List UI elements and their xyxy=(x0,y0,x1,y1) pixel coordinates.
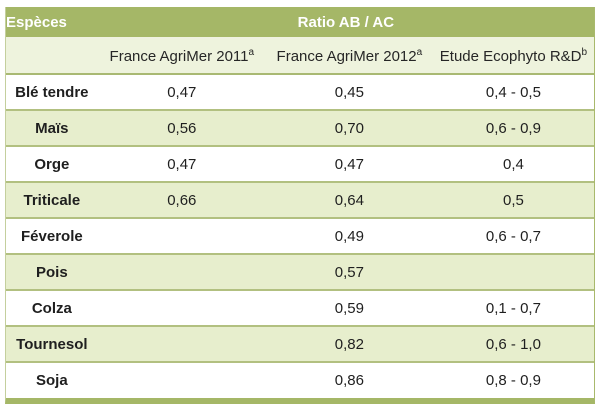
column-header-agrimer-2012: France AgriMer 2012a xyxy=(266,38,433,74)
table-header-row: Espèces Ratio AB / AC xyxy=(6,7,594,38)
value-cell-ecophyto: 0,1 - 0,7 xyxy=(485,299,541,317)
value-cell-ecophyto xyxy=(433,254,594,290)
value-cell-2012: 0,82 xyxy=(334,335,364,353)
value-cell-ecophyto: 0,5 xyxy=(503,191,524,209)
footnote-marker: b xyxy=(581,46,588,58)
species-cell: Pois xyxy=(36,263,68,281)
value-cell-ecophyto: 0,4 - 0,5 xyxy=(485,83,541,101)
value-cell-2012: 0,49 xyxy=(334,227,364,245)
value-cell-2011: 0,56 xyxy=(167,119,197,137)
value-cell-2012: 0,70 xyxy=(334,119,364,137)
species-cell: Féverole xyxy=(21,227,83,245)
value-cell-2012: 0,64 xyxy=(334,191,364,209)
value-cell-ecophyto: 0,6 - 0,7 xyxy=(485,227,541,245)
value-cell-2011: 0,47 xyxy=(167,83,197,101)
value-cell-2011 xyxy=(98,254,266,290)
species-column-header: Espèces xyxy=(6,13,67,31)
footnote-marker: a xyxy=(248,46,255,58)
value-cell-2011 xyxy=(98,290,266,326)
value-cell-2011: 0,47 xyxy=(167,155,197,173)
value-cell-2011: 0,66 xyxy=(167,191,197,209)
table-row: Maïs 0,56 0,70 0,6 - 0,9 xyxy=(6,110,594,146)
column-header-ecophyto: Etude Ecophyto R&Db xyxy=(433,38,594,74)
species-cell: Blé tendre xyxy=(15,83,89,101)
value-cell-2012: 0,47 xyxy=(334,155,364,173)
table-row: Pois 0,57 xyxy=(6,254,594,290)
table-row: Blé tendre 0,47 0,45 0,4 - 0,5 xyxy=(6,74,594,110)
species-ratio-table-container: Espèces Ratio AB / AC France AgriMer 201… xyxy=(5,7,595,404)
column-header-label: France AgriMer 2012 xyxy=(276,47,417,65)
subheader-empty-cell xyxy=(6,38,98,74)
value-cell-ecophyto: 0,6 - 1,0 xyxy=(485,335,541,353)
value-cell-2012: 0,59 xyxy=(334,299,364,317)
species-cell: Triticale xyxy=(23,191,81,209)
table-subheader-row: France AgriMer 2011a France AgriMer 2012… xyxy=(6,38,594,74)
table-row: Triticale 0,66 0,64 0,5 xyxy=(6,182,594,218)
value-cell-2011 xyxy=(98,362,266,398)
ratio-group-header: Ratio AB / AC xyxy=(297,13,395,31)
value-cell-2012: 0,86 xyxy=(334,372,364,389)
table-row: Tournesol 0,82 0,6 - 1,0 xyxy=(6,326,594,362)
table-row: Soja 0,86 0,8 - 0,9 xyxy=(6,362,594,398)
value-cell-ecophyto: 0,4 xyxy=(503,155,524,173)
species-cell: Maïs xyxy=(35,119,69,137)
column-header-label: Etude Ecophyto R&D xyxy=(439,47,582,65)
species-ratio-table: Espèces Ratio AB / AC France AgriMer 201… xyxy=(6,7,594,398)
value-cell-2011 xyxy=(98,218,266,254)
value-cell-ecophyto: 0,8 - 0,9 xyxy=(485,372,541,389)
table-row: Orge 0,47 0,47 0,4 xyxy=(6,146,594,182)
column-header-label: France AgriMer 2011 xyxy=(109,47,249,65)
value-cell-2011 xyxy=(98,326,266,362)
table-row: Colza 0,59 0,1 - 0,7 xyxy=(6,290,594,326)
value-cell-2012: 0,45 xyxy=(334,83,364,101)
column-header-agrimer-2011: France AgriMer 2011a xyxy=(98,38,266,74)
species-cell: Tournesol xyxy=(16,335,88,353)
value-cell-2012: 0,57 xyxy=(334,263,364,281)
species-cell: Orge xyxy=(34,155,70,173)
footnote-marker: a xyxy=(416,46,423,58)
table-row: Féverole 0,49 0,6 - 0,7 xyxy=(6,218,594,254)
species-cell: Soja xyxy=(36,372,68,389)
value-cell-ecophyto: 0,6 - 0,9 xyxy=(485,119,541,137)
species-cell: Colza xyxy=(31,299,72,317)
